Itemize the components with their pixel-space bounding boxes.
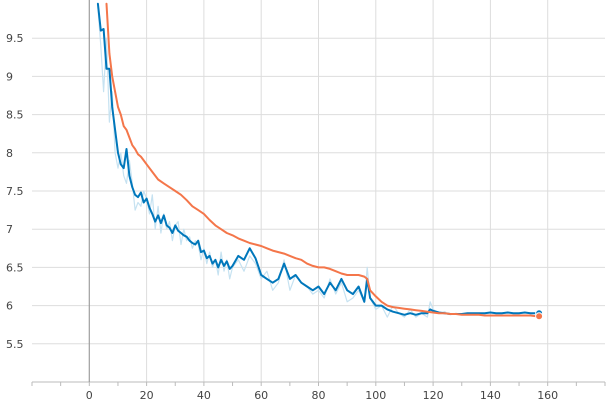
y-tick-label-8.5: 8.5 [6, 109, 24, 122]
y-tick-label-5.5: 5.5 [6, 338, 24, 351]
x-tick-label-100: 100 [365, 389, 386, 402]
x-tick-label-80: 80 [312, 389, 326, 402]
x-tick-label-160: 160 [537, 389, 558, 402]
axes [31, 0, 606, 386]
x-tick-label-120: 120 [423, 389, 444, 402]
x-tick-label-20: 20 [140, 389, 154, 402]
end-marker-comparison [535, 312, 544, 321]
series-line-comparison [105, 2, 541, 318]
x-tick-label-0: 0 [86, 389, 93, 402]
x-tick-label-140: 140 [480, 389, 501, 402]
x-tick-label-60: 60 [254, 389, 268, 402]
tick-labels: 5.5 6 6.5 7 7.5 8 8.5 9 9.5 0 20 40 60 80 100 120 140 160 [6, 32, 558, 402]
y-tick-label-6: 6 [6, 300, 13, 313]
end-markers [535, 309, 544, 321]
x-tick-label-40: 40 [197, 389, 211, 402]
grid [32, 0, 605, 382]
y-tick-label-6.5: 6.5 [6, 261, 24, 274]
y-tick-label-9: 9 [6, 70, 13, 83]
y-tick-label-7.5: 7.5 [6, 185, 24, 198]
y-tick-label-7: 7 [6, 223, 13, 236]
series-layer [96, 2, 541, 318]
y-tick-label-8: 8 [6, 147, 13, 160]
y-tick-label-9.5: 9.5 [6, 32, 24, 45]
